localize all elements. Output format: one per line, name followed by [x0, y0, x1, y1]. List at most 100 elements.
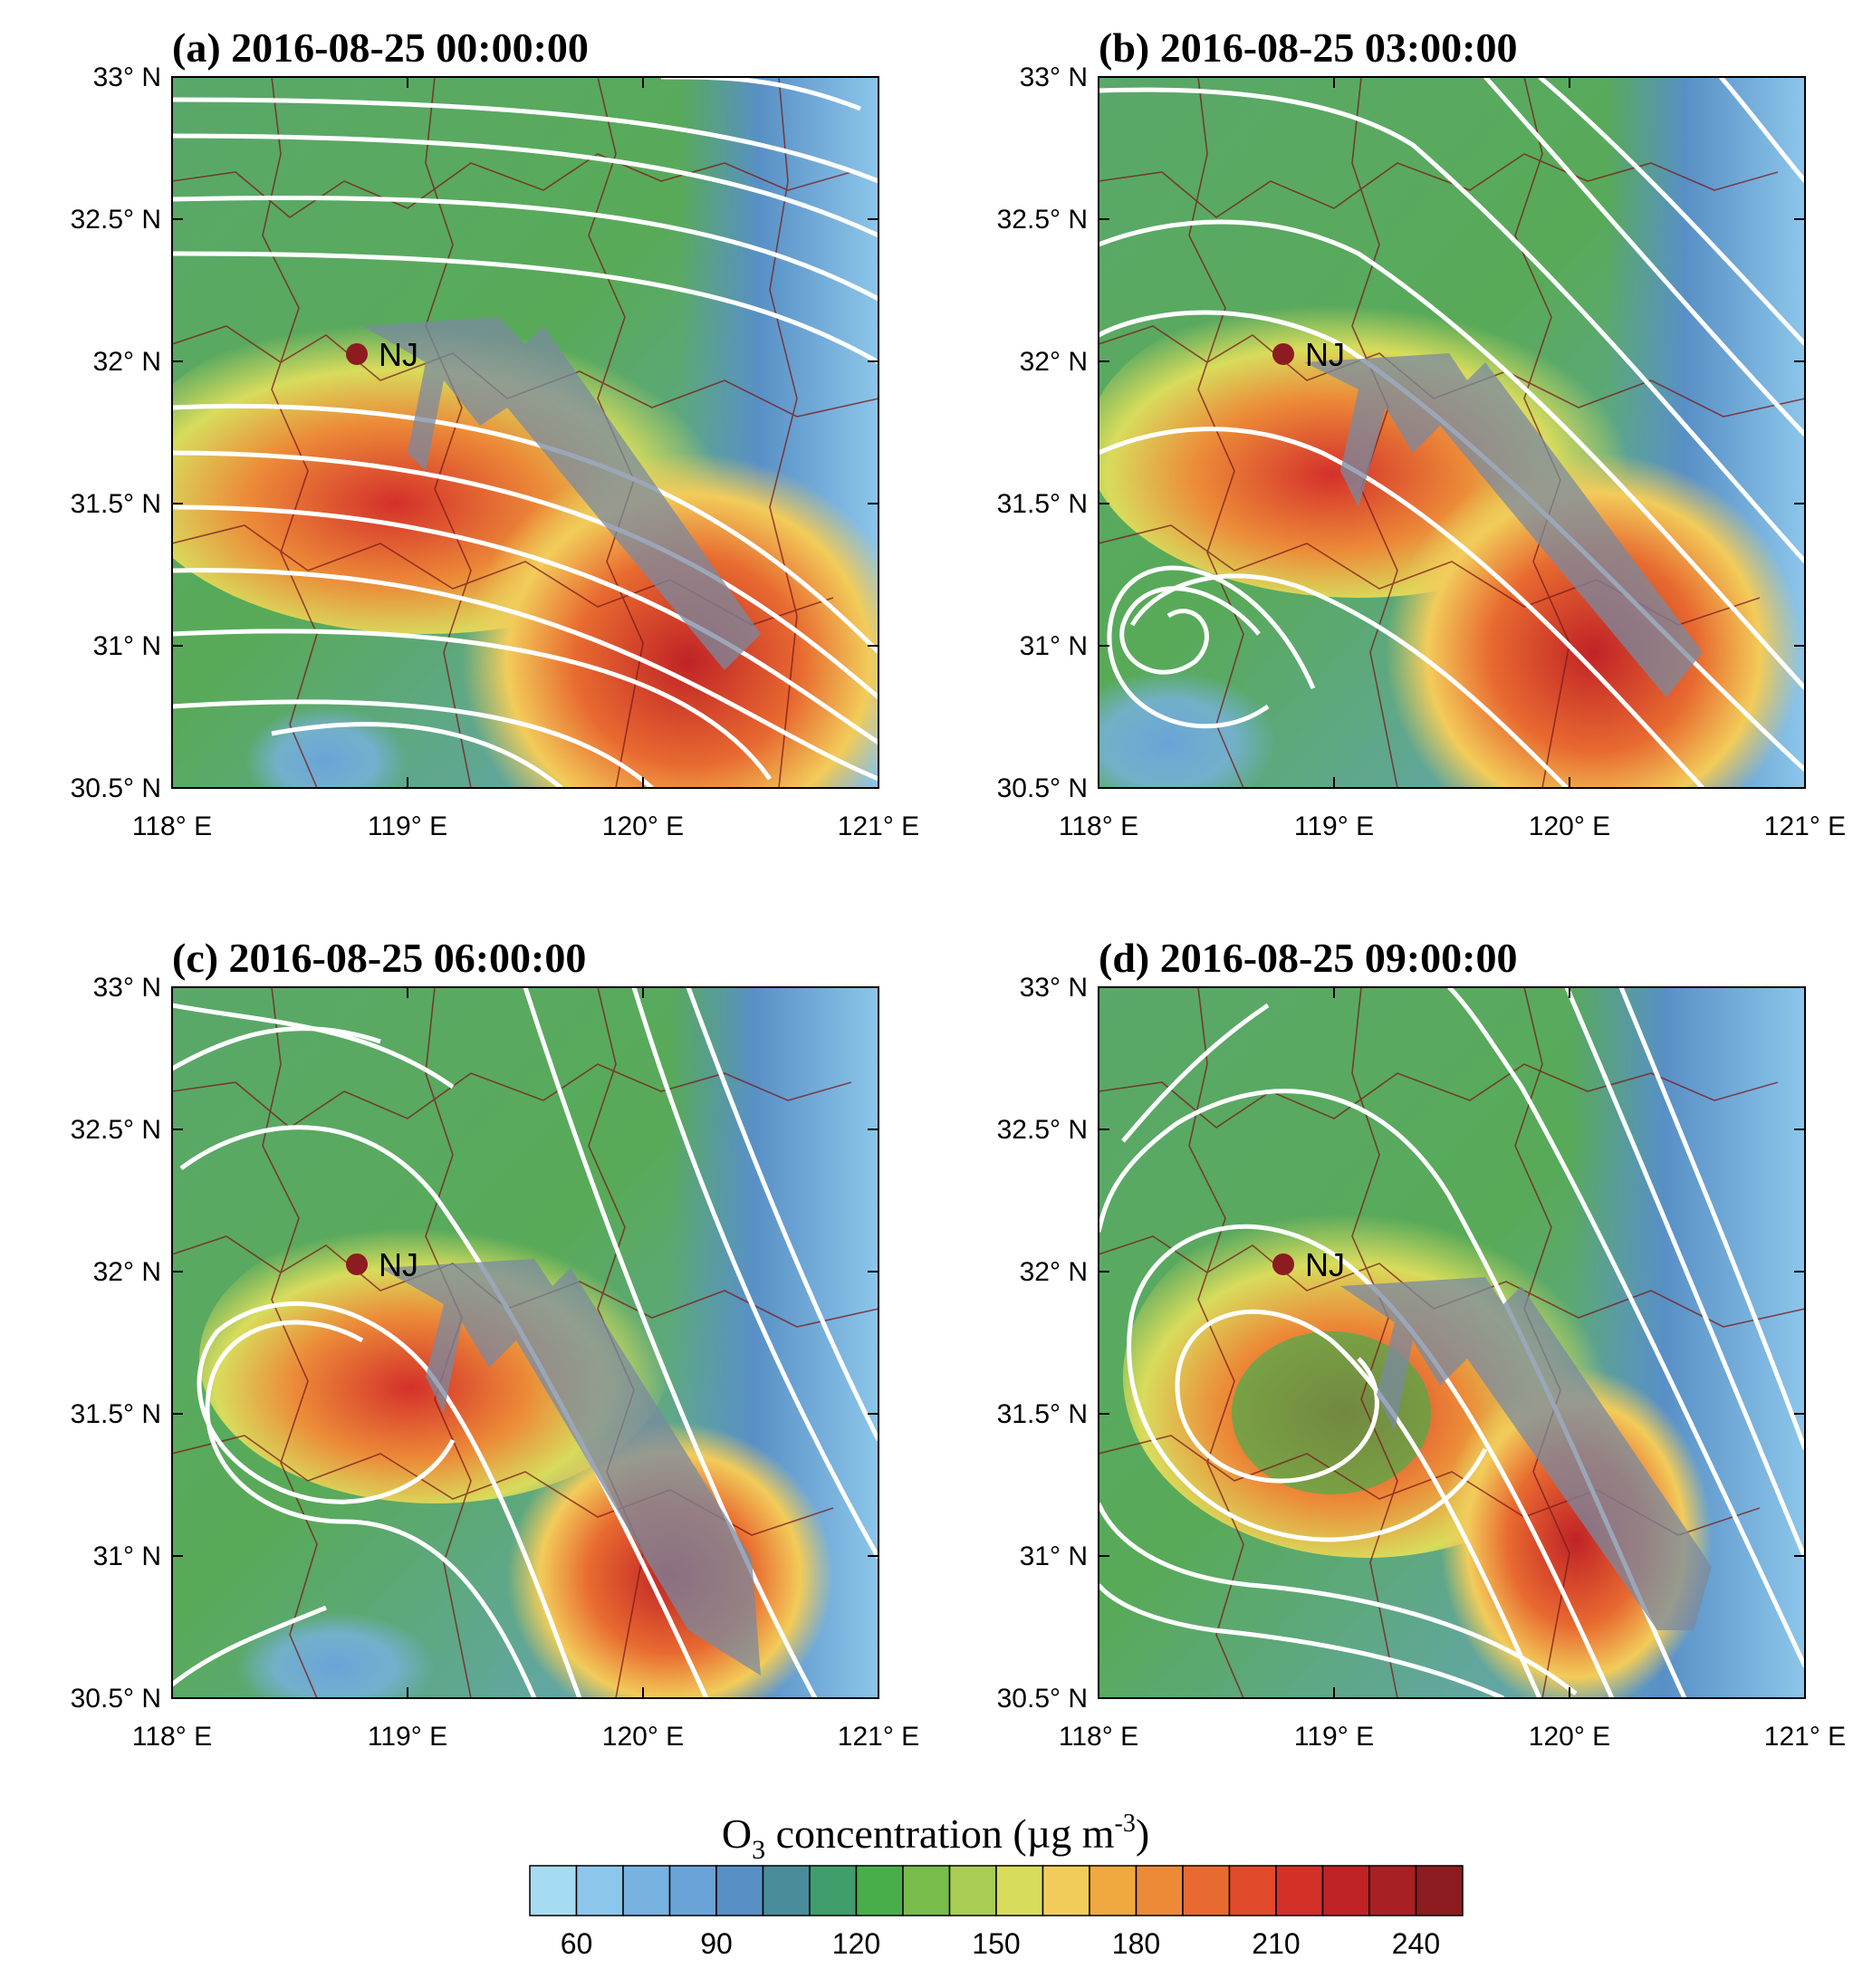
site-marker-nj — [1272, 1253, 1294, 1275]
lon-tick-label: 121° E — [838, 1722, 919, 1752]
lon-tick-label: 120° E — [1529, 812, 1610, 841]
lat-tick-label: 31.5° N — [997, 489, 1088, 519]
lat-tick-label: 32° N — [1020, 1257, 1088, 1287]
lon-tick-label: 119° E — [1294, 1722, 1374, 1752]
colorbar-title: O3 concentration (µg m-3) — [722, 1810, 1149, 1865]
panel-b-title: (b) 2016-08-25 03:00:00 — [1099, 24, 1518, 71]
lon-tick-label: 118° E — [132, 1722, 212, 1752]
colorbar-swatch — [1182, 1865, 1231, 1916]
lat-tick-label: 32.5° N — [997, 205, 1088, 235]
colorbar-swatch — [1321, 1865, 1370, 1916]
ozone-field-high-southeast — [462, 453, 878, 788]
colorbar-swatch — [1415, 1865, 1464, 1916]
lat-tick-label: 31° N — [1020, 1541, 1088, 1571]
ozone-field-low-south — [235, 1612, 435, 1698]
transport-arrow — [1304, 353, 1703, 697]
colorbar-tick-label: 150 — [972, 1927, 1020, 1960]
colorbar-swatch — [948, 1865, 997, 1916]
colorbar-swatch — [809, 1865, 858, 1916]
ozone-field-low-south — [245, 706, 408, 788]
lon-tick-label: 121° E — [1764, 1722, 1846, 1752]
lat-tick-label: 32° N — [93, 347, 161, 377]
lon-tick-label: 120° E — [602, 1722, 684, 1752]
panel-c-title: (c) 2016-08-25 06:00:00 — [172, 935, 586, 981]
lat-tick-label: 32.5° N — [71, 1115, 161, 1145]
site-label-nj: NJ — [379, 336, 418, 373]
ozone-field-high-southeast — [1440, 1368, 1712, 1698]
transport-arrow — [1340, 1277, 1712, 1630]
panel-b-frame — [1098, 76, 1806, 789]
lon-tick-label: 118° E — [1059, 812, 1138, 841]
lat-tick-label: 30.5° N — [71, 773, 161, 803]
lat-tick-label: 33° N — [1020, 973, 1088, 1003]
lat-tick-label: 32.5° N — [71, 205, 161, 235]
lat-tick-label: 31° N — [1020, 631, 1088, 661]
site-label-nj: NJ — [379, 1246, 418, 1283]
panel-a-title: (a) 2016-08-25 00:00:00 — [172, 24, 589, 71]
colorbar-swatch — [668, 1865, 717, 1916]
panel-b-map: NJ — [1099, 77, 1805, 788]
lat-tick-label: 30.5° N — [997, 773, 1088, 803]
colorbar-swatch — [715, 1865, 764, 1916]
lon-tick-label: 119° E — [368, 812, 447, 841]
lat-tick-label: 32° N — [1020, 347, 1088, 377]
colorbar-tick-label: 120 — [832, 1927, 880, 1960]
colorbar-swatch — [1135, 1865, 1184, 1916]
lat-tick-label: 33° N — [1020, 62, 1088, 92]
lat-tick-label: 33° N — [93, 973, 161, 1003]
lat-tick-label: 31.5° N — [71, 489, 161, 519]
colorbar-swatch — [902, 1865, 951, 1916]
site-marker-nj — [1272, 343, 1294, 365]
lon-tick-label: 121° E — [838, 812, 919, 841]
colorbar-tick-label: 60 — [561, 1927, 593, 1960]
colorbar-swatch — [1089, 1865, 1138, 1916]
colorbar-swatch — [995, 1865, 1044, 1916]
lat-tick-label: 32° N — [93, 1257, 161, 1287]
site-label-nj: NJ — [1305, 1246, 1345, 1283]
panel-b: (b) 2016-08-25 03:00:00 — [1098, 24, 1806, 789]
lat-tick-label: 30.5° N — [997, 1684, 1088, 1714]
lon-tick-label: 118° E — [1059, 1722, 1138, 1752]
lat-tick-label: 31.5° N — [997, 1399, 1088, 1429]
panel-d: (d) 2016-08-25 09:00:00 — [1098, 935, 1806, 1699]
site-marker-nj — [346, 343, 368, 365]
ozone-field-vortex-core — [1232, 1331, 1431, 1494]
colorbar-swatch — [1228, 1865, 1277, 1916]
colorbar-swatches — [529, 1865, 1464, 1916]
colorbar-swatch — [1042, 1865, 1090, 1916]
colorbar-swatch — [575, 1865, 624, 1916]
colorbar-tick-label: 90 — [700, 1927, 733, 1960]
colorbar-swatch — [1275, 1865, 1324, 1916]
colorbar-tick-labels: 60 90 120 150 180 210 240 — [561, 1927, 1440, 1960]
lat-tick-label: 33° N — [93, 62, 161, 92]
panel-c-frame — [171, 986, 879, 1699]
lon-tick-label: 118° E — [132, 812, 212, 841]
lon-tick-label: 121° E — [1764, 812, 1846, 841]
panel-c: (c) 2016-08-25 06:00:00 — [171, 935, 879, 1699]
panel-d-map: NJ — [1099, 987, 1805, 1698]
ozone-field-high-southeast — [1386, 453, 1802, 788]
lat-tick-label: 31° N — [93, 631, 161, 661]
lat-tick-label: 32.5° N — [997, 1115, 1088, 1145]
lon-tick-label: 120° E — [1529, 1722, 1610, 1752]
colorbar-swatch — [855, 1865, 904, 1916]
colorbar-swatch — [529, 1865, 578, 1916]
panel-a-map: NJ — [172, 77, 878, 788]
site-label-nj: NJ — [1305, 336, 1345, 373]
lat-tick-label: 31° N — [93, 1541, 161, 1571]
colorbar-tick-label: 210 — [1252, 1927, 1300, 1960]
lon-tick-label: 120° E — [602, 812, 684, 841]
panel-d-frame — [1098, 986, 1806, 1699]
panel-a: (a) 2016-08-25 00:00:00 — [171, 24, 879, 789]
lat-tick-label: 31.5° N — [71, 1399, 161, 1429]
colorbar-tick-label: 240 — [1392, 1927, 1440, 1960]
panel-c-map: NJ — [172, 987, 878, 1698]
transport-arrow — [380, 1259, 761, 1676]
panel-a-frame — [171, 76, 879, 789]
colorbar-tick-label: 180 — [1112, 1927, 1160, 1960]
lat-tick-label: 30.5° N — [71, 1684, 161, 1714]
lon-tick-label: 119° E — [368, 1722, 447, 1752]
lon-tick-label: 119° E — [1294, 812, 1374, 841]
ozone-field-low-southwest — [1099, 670, 1277, 788]
site-marker-nj — [346, 1253, 368, 1275]
